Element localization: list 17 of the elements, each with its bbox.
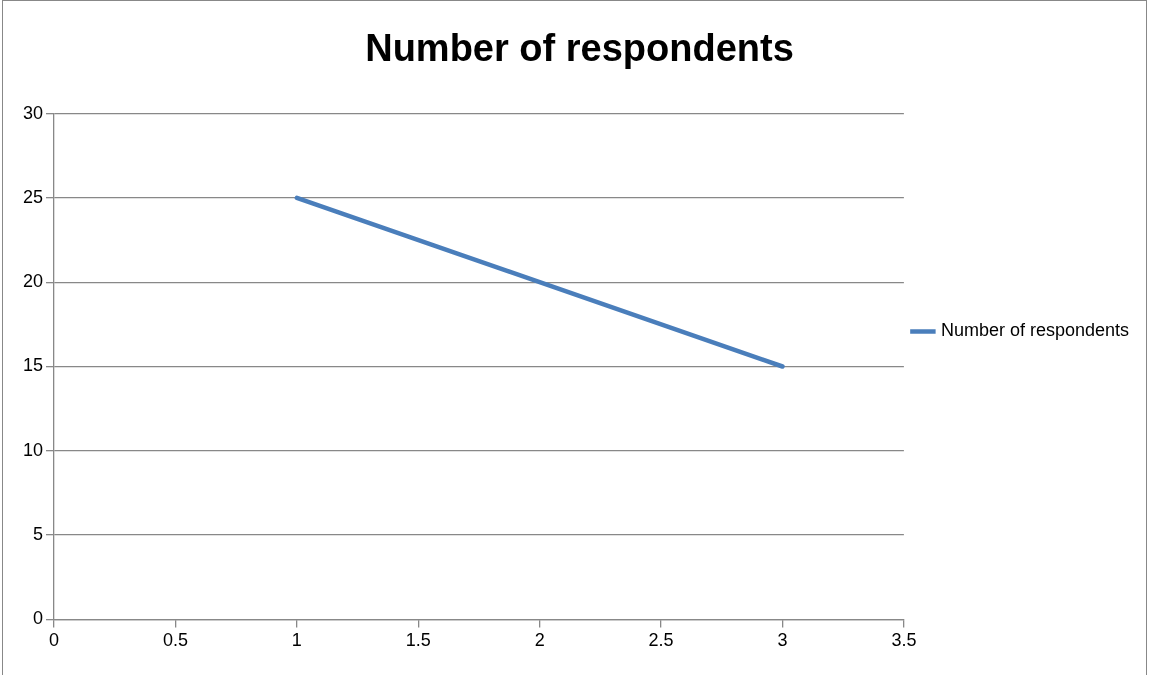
x-tick-label: 3.5 <box>891 630 917 651</box>
y-tick-label: 5 <box>33 524 44 545</box>
x-tick-label: 2 <box>534 630 545 651</box>
x-tick-label: 1.5 <box>405 630 431 651</box>
x-tick-label: 2.5 <box>648 630 674 651</box>
x-tick-label: 3 <box>777 630 788 651</box>
x-tick-label: 0.5 <box>162 630 188 651</box>
y-tick-label: 15 <box>22 355 44 376</box>
x-tick-label: 0 <box>49 630 60 651</box>
chart-title: Number of respondents <box>365 27 794 70</box>
y-tick-label: 25 <box>22 186 44 207</box>
y-tick-label: 0 <box>33 608 44 629</box>
y-tick-label: 20 <box>22 271 44 292</box>
y-tick-label: 30 <box>22 102 44 123</box>
y-tick-label: 10 <box>22 439 44 460</box>
x-tick-label: 1 <box>291 630 302 651</box>
legend-label: Number of respondents <box>940 320 1130 341</box>
